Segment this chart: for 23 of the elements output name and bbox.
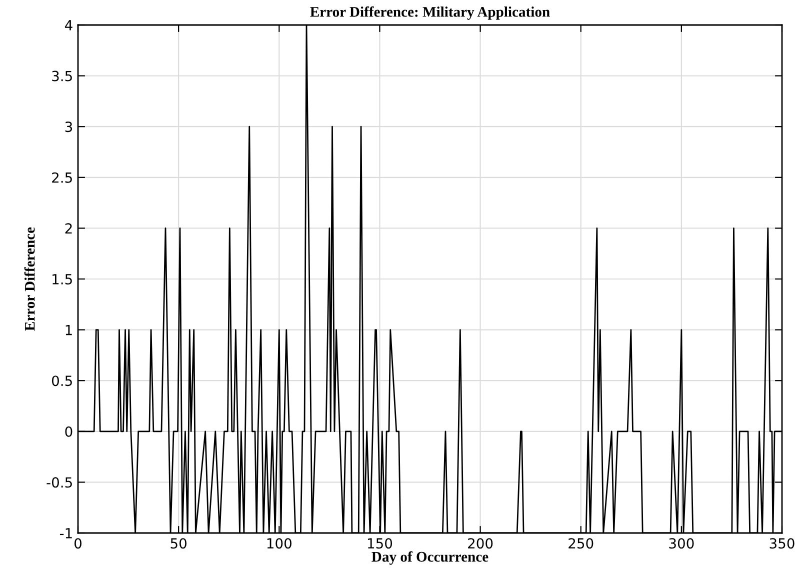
x-tick-label: 200	[468, 538, 493, 549]
x-tick-label: 100	[267, 538, 292, 549]
y-tick-label: 2.5	[52, 172, 72, 183]
y-tick-label: 3	[65, 122, 72, 132]
x-tick-label: 150	[368, 538, 392, 549]
x-tick-label: 300	[669, 538, 694, 549]
x-tick-label: 50	[170, 538, 186, 549]
y-axis-title: Error Difference	[24, 227, 35, 331]
x-tick-label: 250	[568, 538, 594, 549]
chart-title: Error Difference: Military Application	[310, 6, 550, 20]
y-tick-label: 0	[65, 426, 72, 437]
y-tick-label: 4	[64, 20, 72, 30]
y-tick-label: 0.5	[52, 376, 72, 386]
x-axis-title: Day of Occurrence	[372, 551, 488, 565]
y-tick-label: 1	[66, 324, 72, 336]
y-tick-label: -1	[60, 528, 72, 538]
y-tick-label: -0.5	[46, 477, 72, 488]
y-tick-label: 2	[65, 223, 72, 234]
y-tick-label: 3.5	[52, 70, 72, 82]
y-tick-label: 1.5	[52, 274, 72, 284]
x-tick-label: 0	[74, 538, 82, 549]
line-series	[78, 25, 782, 533]
x-tick-label: 350	[770, 538, 794, 549]
